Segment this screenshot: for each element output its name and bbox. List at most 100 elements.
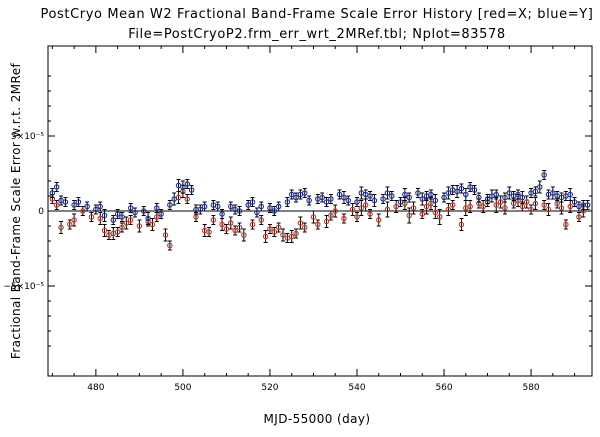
data-point-y — [49, 190, 56, 196]
data-point-x — [97, 215, 103, 222]
data-point-x — [236, 224, 243, 231]
y-tick-label: 5×10⁻⁵ — [11, 132, 44, 142]
x-tick-label: 580 — [522, 383, 539, 393]
data-point-x — [53, 202, 60, 208]
data-point-y — [532, 188, 539, 195]
data-point-y — [336, 191, 343, 198]
data-point-x — [432, 209, 439, 216]
data-point-x — [493, 202, 500, 208]
data-point-x — [258, 217, 264, 223]
data-point-x — [528, 206, 534, 213]
data-point-y — [406, 194, 412, 201]
data-point-x — [467, 203, 473, 210]
data-point-x — [362, 202, 369, 208]
data-point-x — [162, 232, 169, 238]
data-point-y — [367, 193, 373, 199]
data-point-y — [145, 215, 151, 222]
data-point-x — [332, 208, 338, 214]
data-point-y — [167, 202, 173, 208]
data-point-y — [284, 199, 291, 205]
data-point-y — [84, 203, 90, 210]
chart-title: PostCryo Mean W2 Fractional Band-Frame S… — [41, 7, 594, 22]
data-point-x — [123, 220, 130, 226]
data-point-x — [302, 224, 308, 231]
data-point-y — [154, 205, 160, 211]
x-tick-label: 500 — [174, 383, 191, 393]
data-point-x — [341, 215, 347, 222]
data-point-y — [502, 194, 508, 201]
data-point-y — [428, 191, 434, 198]
x-tick-label: 560 — [435, 383, 452, 393]
data-point-y — [550, 190, 556, 196]
data-point-y — [53, 184, 60, 190]
data-point-y — [219, 211, 225, 217]
series-y — [49, 170, 591, 225]
data-point-y — [476, 194, 482, 201]
data-point-y — [258, 203, 264, 210]
x-axis: 480 500 520 540 560 580 — [51, 46, 576, 393]
data-point-x — [523, 199, 530, 205]
y-axis-label: Fractional Band-Frame Scale Error w.r.t.… — [9, 63, 23, 360]
data-point-y — [132, 209, 138, 216]
data-point-x — [154, 214, 160, 220]
data-point-y — [402, 191, 408, 198]
data-point-y — [584, 202, 591, 208]
data-point-y — [441, 194, 447, 201]
data-point-y — [419, 196, 426, 202]
x-tick-label: 520 — [261, 383, 278, 393]
data-point-x — [410, 205, 417, 211]
data-point-y — [288, 191, 295, 198]
data-point-x — [232, 227, 238, 234]
data-point-y — [75, 199, 82, 205]
data-point-y — [541, 172, 547, 178]
data-point-x — [328, 212, 334, 219]
data-point-x — [541, 202, 547, 208]
data-point-x — [58, 224, 64, 231]
data-point-y — [62, 199, 69, 205]
data-point-y — [371, 197, 378, 204]
data-point-x — [502, 205, 508, 211]
x-tick-label: 540 — [348, 383, 365, 393]
data-point-y — [389, 193, 395, 199]
data-point-y — [302, 190, 308, 196]
data-point-y — [114, 211, 121, 217]
data-point-y — [271, 208, 278, 214]
data-point-x — [567, 203, 573, 210]
data-point-x — [267, 226, 273, 232]
data-point-y — [432, 197, 439, 204]
data-point-x — [271, 229, 278, 235]
data-point-y — [184, 181, 191, 187]
data-point-y — [214, 203, 221, 210]
data-point-y — [341, 194, 347, 201]
data-point-x — [428, 200, 434, 207]
data-point-y — [71, 202, 77, 208]
data-point-x — [558, 205, 565, 211]
data-point-x — [554, 200, 560, 207]
data-point-x — [249, 221, 256, 228]
data-point-y — [445, 190, 452, 196]
data-point-y — [537, 184, 543, 190]
data-point-x — [406, 212, 412, 219]
data-point-x — [127, 217, 134, 223]
data-point-x — [293, 230, 299, 237]
data-point-x — [532, 200, 539, 207]
data-point-y — [515, 191, 521, 198]
data-point-y — [201, 203, 208, 210]
data-point-x — [510, 200, 517, 207]
data-point-x — [184, 196, 191, 202]
data-point-x — [367, 211, 373, 217]
data-point-y — [171, 196, 177, 202]
data-point-y — [454, 188, 460, 195]
data-point-x — [193, 214, 199, 220]
data-point-y — [119, 214, 125, 220]
data-point-y — [97, 203, 103, 210]
data-point-x — [310, 214, 317, 220]
y-tick-label: −5×10⁻⁵ — [3, 282, 44, 292]
data-point-x — [219, 221, 225, 228]
data-point-x — [315, 221, 321, 228]
data-point-y — [463, 191, 469, 198]
data-point-y — [493, 191, 500, 198]
data-point-x — [349, 206, 356, 213]
data-point-x — [480, 203, 486, 210]
